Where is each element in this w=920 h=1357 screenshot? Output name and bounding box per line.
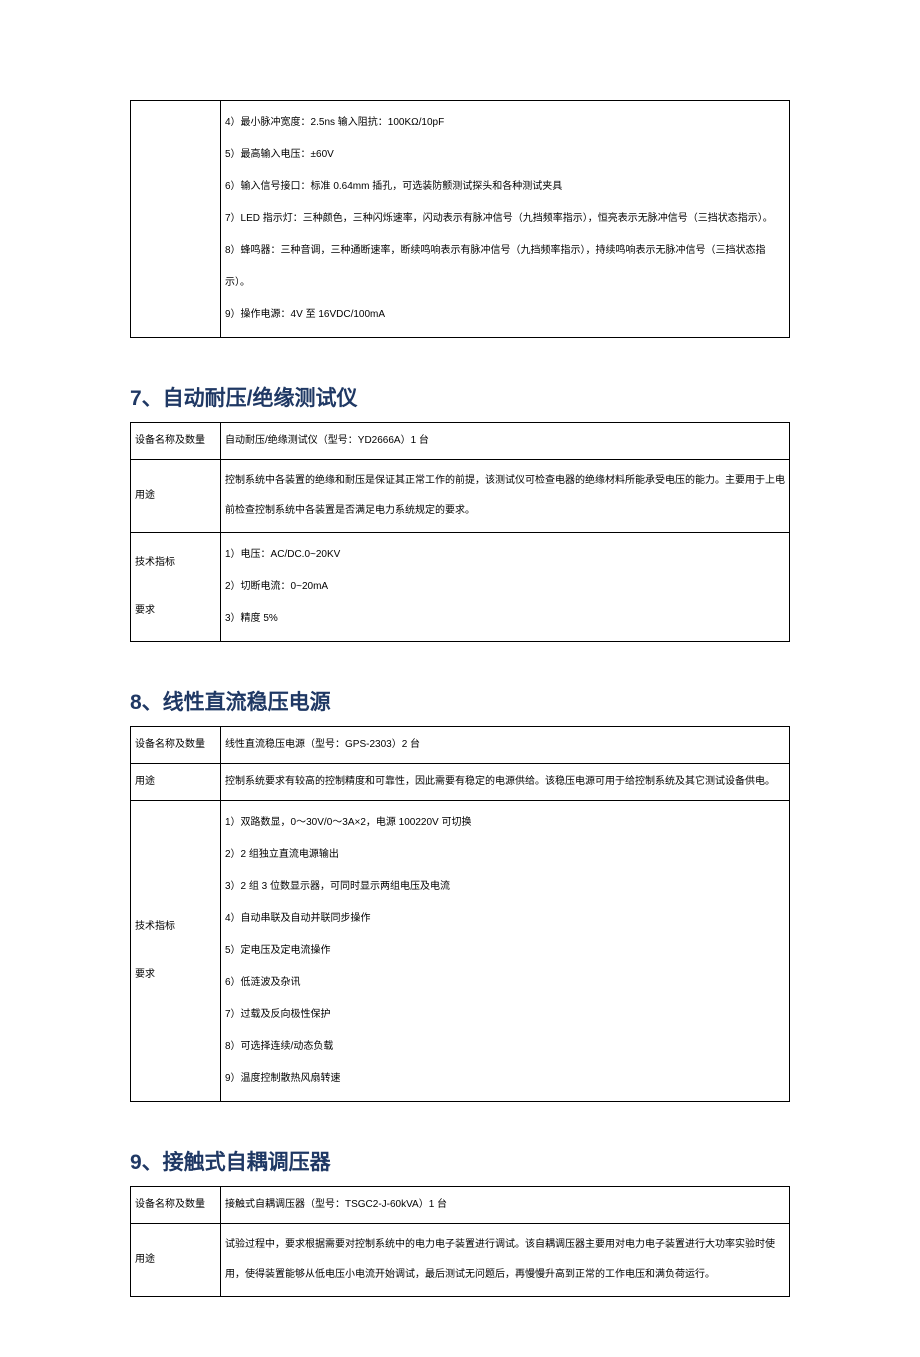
usage-label: 用途 xyxy=(131,764,221,801)
device-label: 设备名称及数量 xyxy=(131,1187,221,1224)
section7-table: 设备名称及数量 自动耐压/绝缘测试仪（型号：YD2666A）1 台 用途 控制系… xyxy=(130,422,790,642)
spec-item: 2）2 组独立直流电源输出 xyxy=(225,839,785,871)
spec-item: 4）自动串联及自动并联同步操作 xyxy=(225,903,785,935)
section8-table: 设备名称及数量 线性直流稳压电源（型号：GPS-2303）2 台 用途 控制系统… xyxy=(130,726,790,1102)
spec-item: 8）蜂鸣器：三种音调，三种通断速率，断续鸣响表示有脉冲信号（九挡频率指示），持续… xyxy=(225,235,785,299)
spec-content-cell: 4）最小脉冲宽度：2.5ns 输入阻抗：100KΩ/10pF 5）最高输入电压：… xyxy=(221,101,790,338)
spec-item: 1）电压：AC/DC.0~20KV xyxy=(225,539,785,571)
spec-label-cell xyxy=(131,101,221,338)
spec-item: 5）最高输入电压：±60V xyxy=(225,139,785,171)
spec-item: 3）2 组 3 位数显示器，可同时显示两组电压及电流 xyxy=(225,871,785,903)
usage-label: 用途 xyxy=(131,1224,221,1297)
spec-item: 5）定电压及定电流操作 xyxy=(225,935,785,967)
usage-text: 控制系统中各装置的绝缘和耐压是保证其正常工作的前提，该测试仪可检查电器的绝缘材料… xyxy=(225,475,785,516)
device-value: 接触式自耦调压器（型号：TSGC2-J-60kVA）1 台 xyxy=(221,1187,790,1224)
spec-item: 1）双路数显，0～30V/0～3A×2，电源 100220V 可切换 xyxy=(225,807,785,839)
spec-item: 9）温度控制散热风扇转速 xyxy=(225,1063,785,1095)
section7-title: 7、自动耐压/绝缘测试仪 xyxy=(130,374,790,412)
spec-item: 4）最小脉冲宽度：2.5ns 输入阻抗：100KΩ/10pF xyxy=(225,107,785,139)
spec-item: 9）操作电源：4V 至 16VDC/100mA xyxy=(225,299,785,331)
spec-item: 7）LED 指示灯：三种颜色，三种闪烁速率，闪动表示有脉冲信号（九挡频率指示），… xyxy=(225,203,785,235)
section9-table: 设备名称及数量 接触式自耦调压器（型号：TSGC2-J-60kVA）1 台 用途… xyxy=(130,1186,790,1297)
spec-item: 7）过载及反向极性保护 xyxy=(225,999,785,1031)
spec-item: 8）可选择连续/动态负载 xyxy=(225,1031,785,1063)
spec-content: 1）双路数显，0～30V/0～3A×2，电源 100220V 可切换 2）2 组… xyxy=(221,801,790,1102)
device-value: 自动耐压/绝缘测试仪（型号：YD2666A）1 台 xyxy=(221,423,790,460)
section9-title: 9、接触式自耦调压器 xyxy=(130,1138,790,1176)
spec-item: 6）低涟波及杂讯 xyxy=(225,967,785,999)
spec-item: 2）切断电流：0~20mA xyxy=(225,571,785,603)
usage-text: 试验过程中，要求根据需要对控制系统中的电力电子装置进行调试。该自耦调压器主要用对… xyxy=(225,1239,775,1280)
spec-label: 技术指标 要求 xyxy=(131,533,221,642)
spec-label-line1: 技术指标 xyxy=(135,557,175,568)
spec-label-line2: 要求 xyxy=(135,969,155,980)
spec-label-line2: 要求 xyxy=(135,605,155,616)
spec-item: 3）精度 5% xyxy=(225,603,785,635)
spec-item: 6）输入信号接口：标准 0.64mm 插孔，可选装防颤测试探头和各种测试夹具 xyxy=(225,171,785,203)
usage-value: 控制系统要求有较高的控制精度和可靠性，因此需要有稳定的电源供给。该稳压电源可用于… xyxy=(221,764,790,801)
spec-content: 1）电压：AC/DC.0~20KV 2）切断电流：0~20mA 3）精度 5% xyxy=(221,533,790,642)
device-value: 线性直流稳压电源（型号：GPS-2303）2 台 xyxy=(221,727,790,764)
usage-label: 用途 xyxy=(131,460,221,533)
device-label: 设备名称及数量 xyxy=(131,423,221,460)
spec-label: 技术指标 要求 xyxy=(131,801,221,1102)
section8-title: 8、线性直流稳压电源 xyxy=(130,678,790,716)
usage-value: 控制系统中各装置的绝缘和耐压是保证其正常工作的前提，该测试仪可检查电器的绝缘材料… xyxy=(221,460,790,533)
usage-value: 试验过程中，要求根据需要对控制系统中的电力电子装置进行调试。该自耦调压器主要用对… xyxy=(221,1224,790,1297)
section6-specs-table-continued: 4）最小脉冲宽度：2.5ns 输入阻抗：100KΩ/10pF 5）最高输入电压：… xyxy=(130,100,790,338)
spec-label-line1: 技术指标 xyxy=(135,921,175,932)
device-label: 设备名称及数量 xyxy=(131,727,221,764)
